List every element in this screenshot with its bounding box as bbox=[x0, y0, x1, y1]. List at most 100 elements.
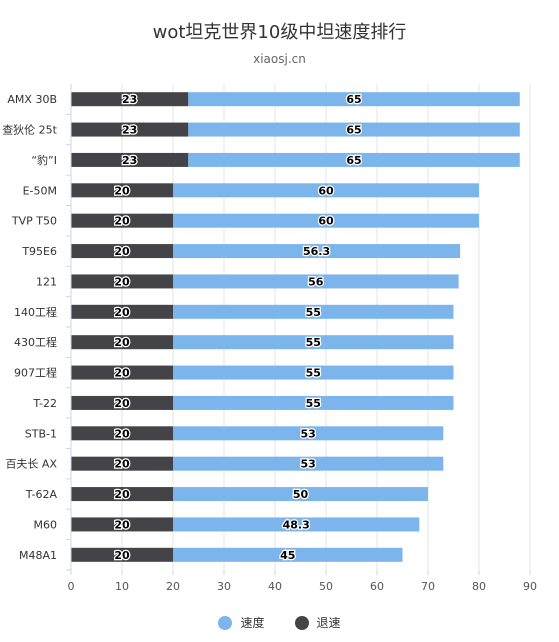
data-label-reverse-speed: 20 bbox=[114, 367, 130, 380]
x-tick-label: 20 bbox=[166, 580, 180, 593]
legend-dot-speed bbox=[218, 615, 233, 630]
bar-speed[interactable] bbox=[188, 152, 520, 167]
x-tick-label: 10 bbox=[115, 580, 129, 593]
x-tick-label: 30 bbox=[217, 580, 231, 593]
bar-reverse-speed[interactable] bbox=[71, 456, 173, 471]
data-label-reverse-speed: 20 bbox=[114, 215, 130, 228]
bar-reverse-speed[interactable] bbox=[71, 274, 173, 289]
data-label-speed: 53 bbox=[300, 427, 315, 440]
category-label: T-62A bbox=[25, 488, 58, 501]
bar-reverse-speed[interactable] bbox=[71, 426, 173, 441]
legend-item-speed[interactable]: 速度 bbox=[218, 614, 265, 631]
bar-speed[interactable] bbox=[173, 547, 403, 562]
bar-speed[interactable] bbox=[173, 213, 479, 228]
bar-speed[interactable] bbox=[173, 517, 420, 532]
bar-speed[interactable] bbox=[173, 456, 444, 471]
chart-subtitle: xiaosj.cn bbox=[253, 52, 306, 66]
data-label-speed: 55 bbox=[306, 306, 321, 319]
data-label-reverse-speed: 20 bbox=[114, 549, 130, 562]
legend-label-speed: 速度 bbox=[240, 616, 265, 630]
bar-speed[interactable] bbox=[188, 92, 520, 107]
bar-reverse-speed[interactable] bbox=[71, 244, 173, 259]
legend-dot-reverse bbox=[294, 615, 309, 630]
x-tick-label: 90 bbox=[523, 580, 537, 593]
data-label-speed: 65 bbox=[346, 124, 361, 137]
data-label-speed: 55 bbox=[306, 336, 321, 349]
bar-reverse-speed[interactable] bbox=[71, 183, 173, 198]
bar-speed[interactable] bbox=[173, 426, 444, 441]
bar-speed[interactable] bbox=[173, 365, 454, 380]
data-label-reverse-speed: 20 bbox=[114, 336, 130, 349]
data-label-speed: 60 bbox=[318, 215, 334, 228]
x-tick-label: 60 bbox=[370, 580, 384, 593]
category-label: TVP T50 bbox=[11, 215, 57, 228]
bar-reverse-speed[interactable] bbox=[71, 395, 173, 410]
legend: 速度 退速 bbox=[0, 614, 559, 631]
data-label-reverse-speed: 23 bbox=[122, 154, 137, 167]
data-label-speed: 53 bbox=[300, 458, 315, 471]
data-label-reverse-speed: 20 bbox=[114, 518, 130, 531]
bar-reverse-speed[interactable] bbox=[71, 122, 189, 137]
value-labels: 23 65 23 65 23 65 20 60 20 60 20 56.3 20 56 20 55 20 55 20… bbox=[113, 92, 363, 563]
bar-reverse-speed[interactable] bbox=[71, 365, 173, 380]
bar-speed[interactable] bbox=[173, 487, 428, 502]
data-label-reverse-speed: 20 bbox=[114, 427, 130, 440]
category-label: T95E6 bbox=[21, 245, 57, 258]
bar-speed[interactable] bbox=[173, 395, 454, 410]
bar-speed[interactable] bbox=[173, 274, 459, 289]
data-label-reverse-speed: 20 bbox=[114, 306, 130, 319]
data-label-reverse-speed: 20 bbox=[114, 184, 130, 197]
category-label: AMX 30B bbox=[7, 93, 57, 106]
data-label-reverse-speed: 20 bbox=[114, 397, 130, 410]
category-label: M48A1 bbox=[19, 549, 57, 562]
bar-chart: 23 65 23 65 23 65 20 60 20 60 20 56.3 20 56 20 55 20 55 20… bbox=[2, 84, 537, 593]
bar-speed[interactable] bbox=[173, 244, 461, 259]
axes: 0 10 20 30 40 50 60 70 80 90 AMX 30B 查狄伦 25t “豹”I E-5… bbox=[2, 84, 537, 593]
bar-speed[interactable] bbox=[173, 183, 479, 198]
bar-reverse-speed[interactable] bbox=[71, 335, 173, 350]
category-label: 907工程 bbox=[14, 367, 57, 380]
data-label-reverse-speed: 20 bbox=[114, 488, 130, 501]
category-label: T-22 bbox=[32, 397, 57, 410]
category-label: 百夫长 AX bbox=[5, 458, 57, 471]
x-tick-label: 50 bbox=[319, 580, 333, 593]
bar-reverse-speed[interactable] bbox=[71, 304, 173, 319]
data-label-speed: 48.3 bbox=[283, 518, 310, 531]
bar-reverse-speed[interactable] bbox=[71, 213, 173, 228]
data-label-speed: 55 bbox=[306, 367, 321, 380]
legend-item-reverse[interactable]: 退速 bbox=[294, 614, 341, 631]
bar-reverse-speed[interactable] bbox=[71, 487, 173, 502]
data-label-reverse-speed: 23 bbox=[122, 93, 137, 106]
category-label: 430工程 bbox=[14, 336, 57, 349]
data-label-reverse-speed: 23 bbox=[122, 124, 137, 137]
category-label: 121 bbox=[36, 275, 57, 288]
category-label: STB-1 bbox=[25, 427, 57, 440]
bar-reverse-speed[interactable] bbox=[71, 547, 173, 562]
bars bbox=[71, 92, 520, 562]
x-tick-label: 80 bbox=[472, 580, 486, 593]
bar-reverse-speed[interactable] bbox=[71, 152, 189, 167]
data-label-speed: 60 bbox=[318, 184, 334, 197]
data-label-speed: 65 bbox=[346, 154, 361, 167]
x-tick-label: 0 bbox=[68, 580, 75, 593]
category-label: 查狄伦 25t bbox=[2, 123, 57, 137]
bar-reverse-speed[interactable] bbox=[71, 92, 189, 107]
data-label-reverse-speed: 20 bbox=[114, 275, 130, 288]
chart-title: wot坦克世界10级中坦速度排行 bbox=[152, 22, 407, 43]
data-label-reverse-speed: 20 bbox=[114, 458, 130, 471]
data-label-speed: 56 bbox=[308, 275, 324, 288]
data-label-speed: 56.3 bbox=[303, 245, 330, 258]
data-label-speed: 50 bbox=[293, 488, 309, 501]
data-label-reverse-speed: 20 bbox=[114, 245, 130, 258]
data-label-speed: 45 bbox=[280, 549, 295, 562]
category-label: M60 bbox=[34, 518, 58, 531]
legend-label-reverse: 退速 bbox=[316, 616, 341, 630]
data-label-speed: 65 bbox=[346, 93, 361, 106]
bar-speed[interactable] bbox=[188, 122, 520, 137]
category-label: “豹”I bbox=[31, 154, 57, 167]
bar-reverse-speed[interactable] bbox=[71, 517, 173, 532]
bar-speed[interactable] bbox=[173, 304, 454, 319]
category-label: 140工程 bbox=[14, 306, 57, 319]
x-tick-label: 40 bbox=[268, 580, 282, 593]
bar-speed[interactable] bbox=[173, 335, 454, 350]
